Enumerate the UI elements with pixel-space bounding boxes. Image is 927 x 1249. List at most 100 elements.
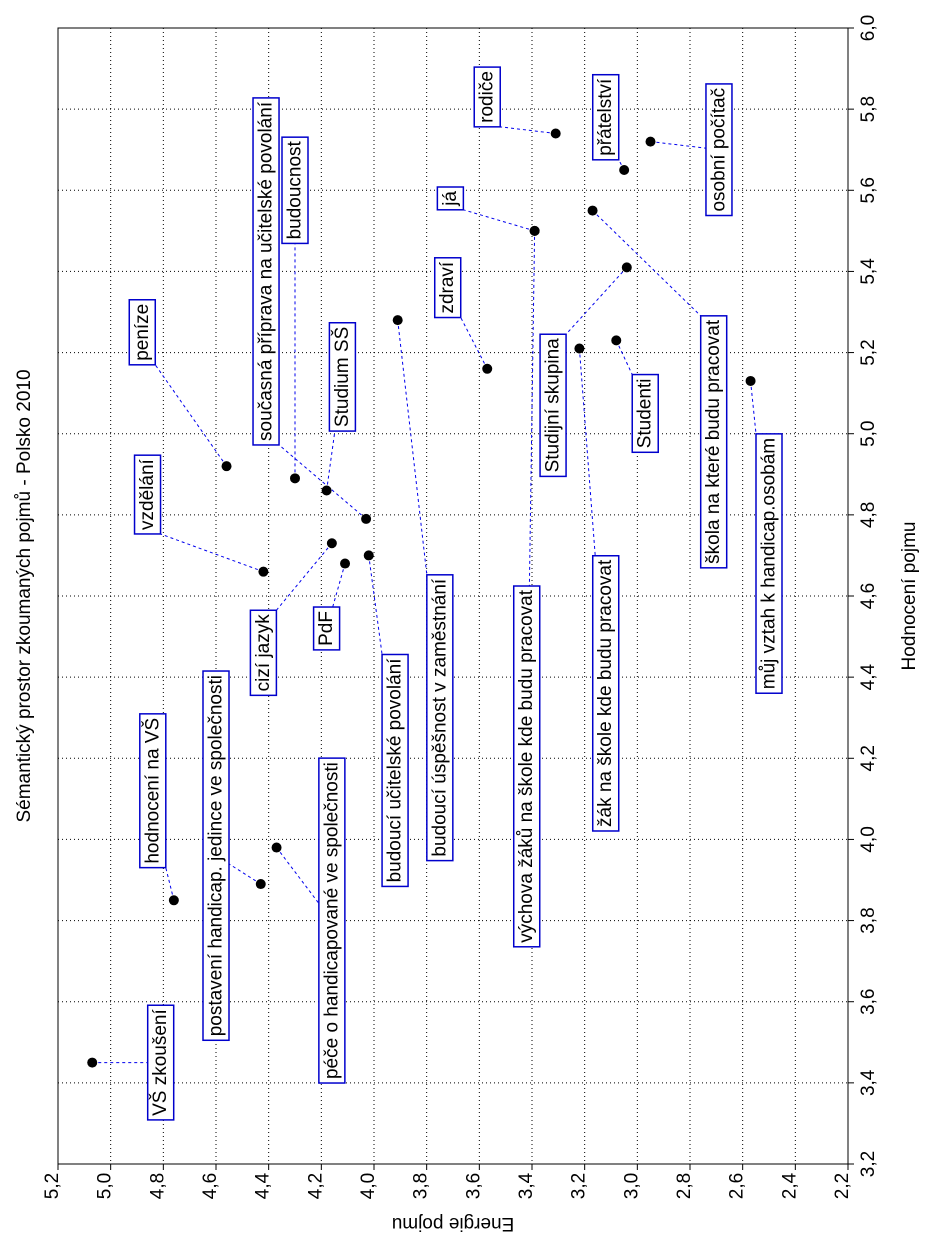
point-label-text: cizí jazyk — [253, 614, 274, 692]
point-label-box — [512, 585, 541, 948]
x-tick-label: 4,6 — [858, 583, 879, 609]
data-point — [258, 566, 269, 577]
point-label: rodiče — [473, 66, 501, 128]
leader-line — [578, 348, 596, 556]
point-label-text: osobní počítač — [708, 88, 729, 212]
point-label-text: žák na škole kde budu pracovat — [595, 559, 616, 827]
x-tick-label: 5,0 — [858, 421, 879, 447]
data-point — [392, 315, 403, 326]
data-point — [482, 363, 493, 374]
data-point — [745, 375, 756, 386]
point-labels: VŠ zkoušení hodnocení na VŠ postavení hand… — [128, 66, 783, 1121]
y-tick-label: 4,4 — [253, 1172, 274, 1199]
point-label-box — [133, 454, 162, 535]
point-label-text: budoucnost — [285, 140, 306, 239]
data-point — [645, 136, 656, 147]
y-tick-label: 4,2 — [305, 1173, 326, 1199]
leader-line — [154, 364, 227, 467]
point-label-text: Studenti — [635, 379, 656, 449]
point-label: Studijní skupina — [539, 333, 567, 478]
point-label-text: přátelství — [595, 78, 616, 156]
point-label-text: já — [440, 191, 461, 207]
point-label-text: peníze — [132, 304, 153, 361]
point-label-box — [312, 606, 341, 651]
point-label-text: současná příprava na učitelské povolání — [256, 101, 277, 441]
point-label: můj vztah k handicap.osobám — [755, 433, 783, 694]
leader-line — [615, 340, 633, 375]
y-tick-label: 3,8 — [411, 1173, 432, 1199]
data-point — [255, 879, 266, 890]
data-point — [87, 1057, 98, 1068]
point-label-box — [436, 186, 465, 211]
point-label-box — [591, 73, 620, 161]
point-label-text: PdF — [316, 611, 337, 646]
x-tick-label: 5,8 — [858, 96, 879, 122]
point-label-box — [139, 713, 167, 869]
point-label: vzdělání — [133, 454, 162, 535]
point-label: VŠ zkoušení — [146, 1004, 175, 1121]
y-tick-label: 3,6 — [463, 1173, 484, 1199]
y-tick-label: 3,0 — [621, 1173, 642, 1199]
point-label-box — [426, 574, 454, 862]
leader-line — [278, 444, 367, 520]
point-label: škola na které budu pracovat — [699, 315, 728, 569]
x-tick-label: 5,4 — [858, 258, 879, 285]
point-label: budoucí učitelské povolání — [381, 653, 409, 888]
point-label-box — [433, 257, 462, 319]
data-point — [321, 485, 332, 496]
x-tick-label: 3,6 — [858, 989, 879, 1015]
point-label: Studium SŠ — [328, 322, 357, 432]
point-label-text: postavení handicap. jedince ve společnos… — [206, 675, 227, 1036]
point-label-text: péče o handicapované ve společnosti — [321, 762, 342, 1079]
x-tick-label: 3,4 — [858, 1069, 879, 1096]
x-tick-label: 4,8 — [858, 502, 879, 528]
leader-line — [276, 542, 333, 611]
point-label-box — [473, 66, 501, 128]
point-label-box — [318, 757, 346, 1084]
leader-line — [160, 533, 264, 573]
y-tick-label: 2,4 — [779, 1172, 800, 1199]
leader-line — [368, 555, 383, 655]
data-point — [271, 842, 282, 853]
data-point — [363, 550, 374, 561]
data-point — [221, 461, 232, 472]
data-point — [361, 513, 372, 524]
point-label-box — [591, 555, 620, 832]
point-label-text: hodnocení na VŠ — [141, 718, 163, 864]
data-points — [87, 128, 756, 1068]
data-point — [619, 165, 630, 175]
point-label: osobní počítač — [705, 83, 733, 217]
point-label: cizí jazyk — [249, 609, 278, 697]
point-label-text: můj vztah k handicap.osobám — [759, 438, 780, 689]
point-label-box — [252, 97, 280, 446]
y-tick-label: 5,0 — [95, 1173, 116, 1199]
point-label: současná příprava na učitelské povolání — [252, 97, 280, 446]
point-label-box — [146, 1004, 175, 1121]
y-tick-label: 2,6 — [727, 1173, 748, 1199]
data-point — [326, 538, 337, 549]
y-tick-label: 2,2 — [832, 1173, 853, 1199]
point-label-text: VŠ zkoušení — [149, 1009, 171, 1116]
y-axis-label: Energie pojmu — [392, 1213, 515, 1234]
data-point — [529, 225, 540, 236]
y-tick-label: 3,2 — [569, 1173, 590, 1199]
data-point — [587, 205, 598, 216]
point-label-text: škola na které budu pracovat — [703, 319, 724, 564]
x-tick-label: 4,2 — [858, 745, 879, 771]
leader-line — [528, 230, 536, 587]
x-tick-label: 6,0 — [858, 15, 879, 41]
point-label: přátelství — [591, 73, 620, 161]
point-label-box — [539, 333, 567, 478]
point-label: zdraví — [433, 257, 462, 319]
point-label-text: rodiče — [477, 71, 498, 123]
point-label-text: zdraví — [437, 261, 458, 313]
point-label-box — [755, 433, 783, 694]
point-label-box — [381, 653, 409, 888]
data-point — [611, 335, 622, 346]
point-label-text: Studium SŠ — [331, 327, 353, 427]
y-tick-label: 4,0 — [358, 1173, 379, 1199]
point-label-text: vzdělání — [137, 458, 158, 529]
data-point — [550, 128, 561, 139]
leader-line — [460, 317, 488, 370]
